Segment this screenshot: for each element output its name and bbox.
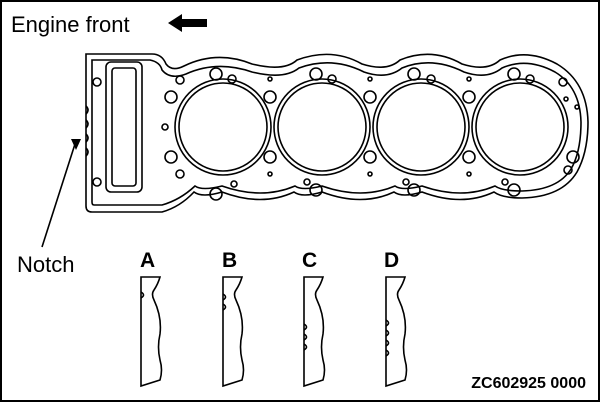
gasket-outline: [85, 53, 589, 213]
cylinder-bore-2: [273, 78, 371, 176]
cylinder-bore-3-bead: [376, 82, 466, 172]
cylinder-bore-4: [471, 78, 569, 176]
notch-profile-c: [303, 276, 326, 388]
figure-code: ZC602925 0000: [471, 375, 586, 392]
notch-leader-line: [41, 143, 76, 248]
cylinder-bore-4-bead: [475, 82, 565, 172]
gasket-bead: [91, 59, 582, 206]
variant-label-b: B: [222, 249, 238, 272]
notch-b-mark: [222, 293, 227, 311]
timing-chain-port-inner: [111, 67, 137, 187]
notch-c-mark: [303, 323, 308, 351]
engine-front-label: Engine front: [11, 12, 130, 37]
notch-d-mark: [385, 319, 390, 357]
timing-chain-port: [105, 61, 143, 193]
variant-label-a: A: [140, 249, 156, 272]
notch-profile-d: [385, 276, 408, 388]
notch-label: Notch: [17, 252, 75, 277]
left-arrow-icon: [168, 14, 207, 32]
notch-profile-a: [140, 276, 163, 388]
notch-mark: [85, 105, 89, 157]
notch-leader-arrowhead: [71, 139, 81, 150]
cylinder-bore-3: [372, 78, 470, 176]
cylinder-bore-2-bead: [277, 82, 367, 172]
variant-label-c: C: [302, 249, 318, 272]
cylinder-bore-1: [174, 78, 272, 176]
gasket-holes: [92, 67, 580, 201]
cylinder-bore-1-bead: [178, 82, 268, 172]
variant-label-d: D: [384, 249, 400, 272]
notch-profile-b: [222, 276, 245, 388]
notch-a-mark-1: [140, 291, 145, 299]
